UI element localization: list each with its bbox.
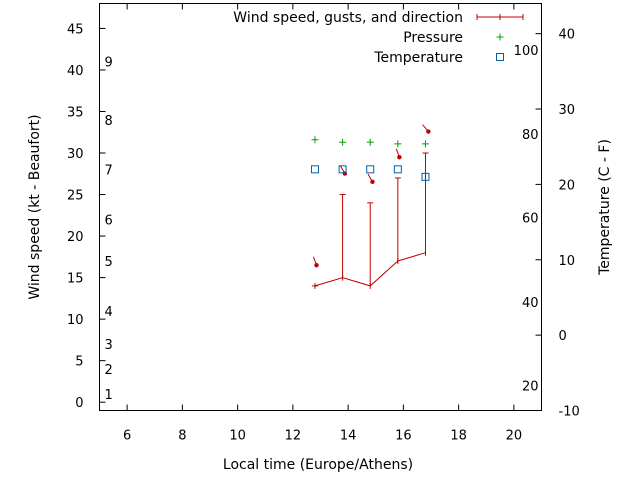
y2-tick-label: 0 [559,329,567,344]
fahrenheit-label: 80 [522,128,539,143]
x-tick-label: 14 [340,429,357,444]
x-axis-label: Local time (Europe/Athens) [223,457,413,473]
series-layer [310,124,431,289]
y-tick-label: 0 [75,396,83,411]
beaufort-label: 3 [105,338,113,353]
wind-direction-head [397,155,402,160]
legend: Wind speed, gusts, and direction Pressure… [233,10,524,66]
wind-direction-head [370,179,375,185]
x-tick-label: 16 [395,429,412,444]
axis-tick-labels: 6 8 10 12 14 16 18 20051015202530354045-1001020… [67,22,580,443]
beaufort-label: 6 [105,213,113,228]
y-axis-label: Wind speed (kt - Beaufort) [27,114,43,299]
fahrenheit-label: 100 [514,44,539,59]
fahrenheit-label: 60 [522,212,539,227]
y2-tick-label: 30 [559,103,576,118]
y2-tick-label: -10 [559,405,580,420]
beaufort-label: 5 [105,255,113,270]
plot-area [99,3,542,411]
legend-label-wind: Wind speed, gusts, and direction [233,10,463,26]
y2-tick-label: 40 [559,28,576,43]
legend-symbol-temperature [496,53,504,61]
beaufort-label: 2 [105,363,113,378]
y2-tick-label: 10 [559,254,576,269]
y2-axis-label: Temperature (C - F) [597,139,613,276]
x-tick-label: 6 [123,429,131,444]
y-tick-label: 45 [67,22,84,37]
fahrenheit-label: 20 [522,380,539,395]
x-tick-label: 20 [506,429,523,444]
beaufort-label: 9 [105,56,113,71]
y-tick-label: 20 [67,230,84,245]
y-tick-label: 15 [67,272,84,287]
temperature-point [393,165,402,174]
y-tick-label: 40 [67,64,84,79]
y-tick-label: 30 [67,147,84,162]
temperature-point [366,165,375,174]
x-tick-label: 12 [285,429,302,444]
wind-direction-head [314,263,319,268]
beaufort-label: 1 [105,388,113,403]
axis-ticks [99,3,542,411]
beaufort-label: 4 [105,305,113,320]
y2-tick-label: 20 [559,178,576,193]
legend-label-temperature: Temperature [373,50,463,66]
fahrenheit-label: 40 [522,296,539,311]
legend-label-pressure: Pressure [403,30,463,46]
y-tick-label: 25 [67,189,84,204]
y-tick-label: 35 [67,105,84,120]
temperature-point [310,165,319,174]
x-tick-label: 8 [178,429,186,444]
beaufort-label: 7 [105,164,113,179]
temperature-point [338,165,347,174]
x-tick-label: 10 [229,429,246,444]
y-tick-label: 10 [67,313,84,328]
x-tick-label: 18 [450,429,467,444]
beaufort-label: 8 [105,114,113,129]
wind-direction-head [426,129,431,134]
y-tick-label: 5 [75,355,83,370]
temperature-point [421,172,430,181]
